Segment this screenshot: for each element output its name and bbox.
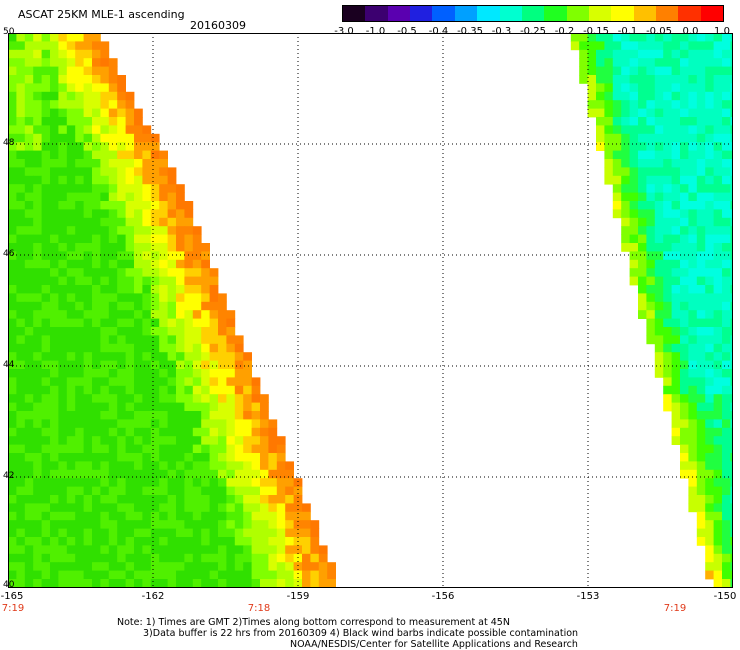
- color-scale-label: -0.5: [397, 26, 417, 37]
- color-scale-label: -0.35: [457, 26, 483, 37]
- color-scale-label: -0.1: [617, 26, 638, 37]
- color-swatch: [544, 6, 567, 21]
- note-line-2: 3)Data buffer is 22 hrs from 20160309 4)…: [143, 628, 579, 639]
- color-scale-label: -0.2: [554, 26, 575, 37]
- note-line-1: Note: 1) Times are GMT 2)Times along bot…: [117, 617, 510, 628]
- latitude-label: 42: [3, 471, 15, 481]
- color-swatch: [387, 6, 411, 21]
- color-scale-label: 0.0: [682, 26, 699, 37]
- longitude-label: -153: [576, 591, 600, 602]
- color-swatch: [521, 6, 545, 21]
- color-swatch: [588, 6, 612, 21]
- color-scale-label: -0.05: [646, 26, 672, 37]
- latitude-label: 46: [3, 249, 15, 259]
- longitude-label: -156: [431, 591, 455, 602]
- color-swatch: [499, 6, 522, 21]
- color-scale-label: -3.0: [334, 26, 354, 37]
- chart-title: ASCAT 25KM MLE-1 ascending: [18, 8, 185, 21]
- longitude-label: -150: [713, 591, 737, 602]
- time-label: 7:19: [663, 603, 687, 614]
- color-scale-label: -0.4: [428, 26, 449, 37]
- color-swatch: [343, 6, 366, 21]
- note-line-3: NOAA/NESDIS/Center for Satellite Applica…: [290, 639, 578, 650]
- longitude-label: -162: [141, 591, 165, 602]
- color-swatch: [678, 6, 701, 21]
- color-scale-bar: [342, 5, 724, 22]
- color-swatch: [365, 6, 388, 21]
- swath-map: [8, 33, 733, 588]
- color-swatch: [611, 6, 634, 21]
- color-swatch: [700, 6, 724, 21]
- color-scale-label: -0.25: [520, 26, 546, 37]
- chart-date: 20160309: [190, 19, 246, 32]
- time-label: 7:18: [247, 603, 271, 614]
- color-swatch: [633, 6, 657, 21]
- color-scale-label: -0.15: [583, 26, 609, 37]
- color-scale-label: -1.0: [365, 26, 386, 37]
- latitude-label: 50: [3, 27, 15, 37]
- longitude-label: -165: [0, 591, 24, 602]
- latitude-label: 40: [3, 580, 15, 590]
- color-swatch: [656, 6, 679, 21]
- color-swatch: [432, 6, 455, 21]
- color-swatch: [410, 6, 433, 21]
- color-swatch: [454, 6, 478, 21]
- color-swatch: [566, 6, 589, 21]
- latitude-label: 44: [3, 360, 15, 370]
- latitude-label: 48: [3, 138, 15, 148]
- color-scale-label: 1.0: [714, 26, 730, 37]
- color-swatch: [477, 6, 500, 21]
- longitude-label: -159: [286, 591, 310, 602]
- color-scale-label: -0.3: [491, 26, 512, 37]
- time-label: 7:19: [1, 603, 25, 614]
